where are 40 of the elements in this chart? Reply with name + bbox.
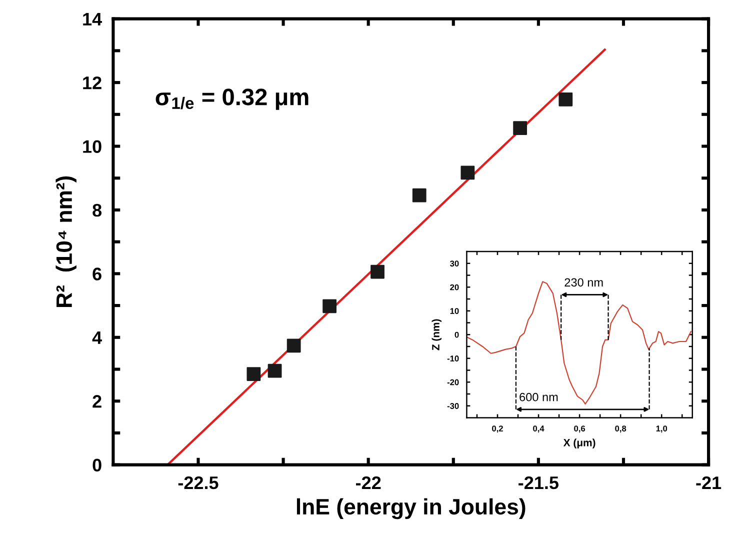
y-tick-label: 0 [454,332,459,338]
y-tick-label: 30 [450,260,459,266]
y-tick-label: 2 [92,395,102,408]
x-axis-title: X (μm) [563,438,596,448]
y-tick-label: 20 [450,284,459,290]
y-tick-label: 8 [92,204,102,217]
y-tick-label: 14 [83,12,102,26]
point [370,264,384,279]
y-tick-label: 12 [83,76,102,90]
y-tick-label: 10 [83,140,102,153]
point [558,92,573,106]
x-tick-label: -21 [696,476,722,489]
y-axis-title: Z (nm) [432,319,442,350]
y-tick-label: 6 [92,268,102,280]
point [322,299,336,314]
y-tick-label: -10 [447,356,459,362]
annotation: σ$_{1/e}$ = 0.32 μm [156,88,308,110]
point [460,166,475,180]
x-tick-label: 0,8 [615,426,626,433]
point [513,121,528,136]
point [412,188,426,202]
point [268,364,282,378]
y-tick-label: -20 [447,379,459,386]
x-tick-label: 0,4 [533,426,544,433]
y-tick-label: -30 [447,403,459,409]
x-tick-label: 0,6 [574,426,586,433]
y-tick-label: 0 [92,458,102,472]
point [246,367,261,381]
x-tick-label: 0,2 [492,426,503,433]
x-tick-label: -22.5 [178,476,218,490]
point [286,338,301,353]
annotation: 600 nm [520,392,558,402]
y-axis-title: R² (10⁴ nm²) [56,176,76,307]
x-tick-label: 1,0 [656,426,668,433]
y-tick-label: 4 [92,332,102,344]
x-tick-label: -22 [356,476,381,489]
annotation: 230 nm [564,278,603,287]
x-axis-title: lnE (energy in Joules) [296,498,526,520]
x-tick-label: -21.5 [518,476,559,490]
y-tick-label: 10 [450,308,459,314]
